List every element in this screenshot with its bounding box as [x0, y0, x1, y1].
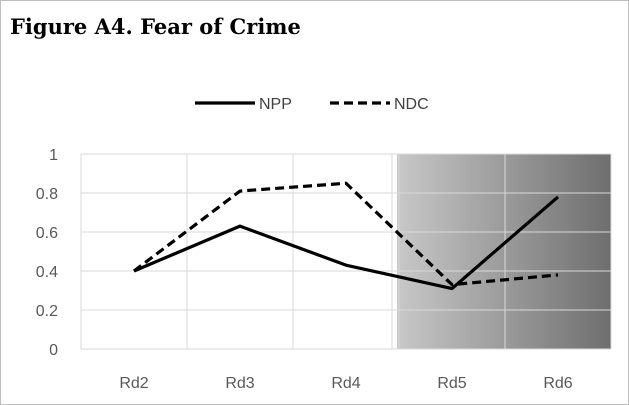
- x-tick-label: Rd5: [437, 375, 466, 392]
- y-tick-label: 0: [49, 342, 58, 359]
- x-tick-label: Rd4: [331, 375, 360, 392]
- y-tick-label: 0.6: [36, 225, 58, 242]
- y-tick-label: 1: [49, 147, 58, 164]
- x-tick-label: Rd6: [543, 375, 572, 392]
- chart-title: Figure A4. Fear of Crime: [10, 14, 301, 39]
- x-tick-label: Rd3: [225, 375, 254, 392]
- legend-label-ndc: NDC: [394, 96, 429, 113]
- y-tick-label: 0.2: [36, 303, 58, 320]
- shaded-region: [397, 154, 611, 349]
- legend-label-npp: NPP: [259, 96, 292, 113]
- y-tick-label: 0.8: [36, 186, 58, 203]
- x-tick-label: Rd2: [119, 375, 148, 392]
- y-tick-label: 0.4: [36, 264, 58, 281]
